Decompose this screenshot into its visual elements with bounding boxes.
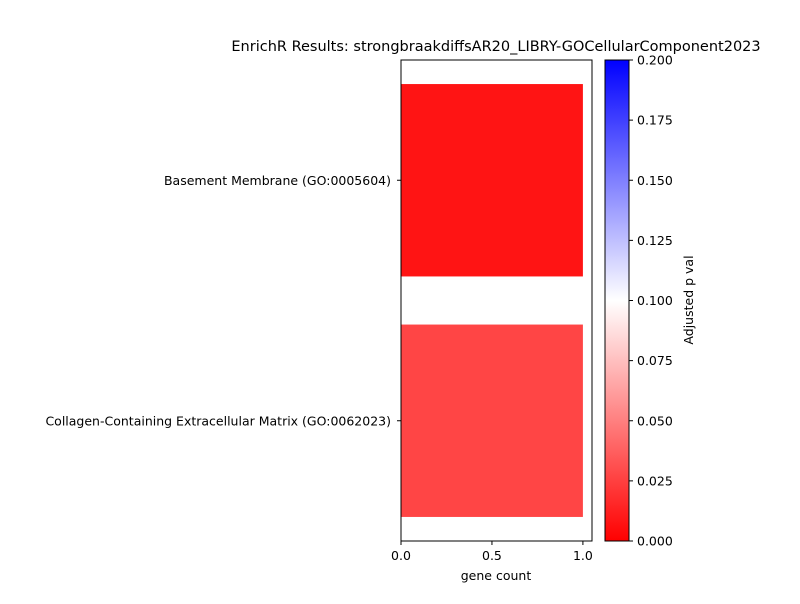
colorbar-label: Adjusted p val [681,255,696,344]
x-tick-label: 0.0 [391,548,411,563]
bar-2 [401,324,583,517]
plot-area-frame [400,59,593,542]
colorbar-tick-label: 0.000 [637,534,673,549]
colorbar-tick-label: 0.150 [637,173,673,188]
x-tick-label: 0.5 [482,548,502,563]
colorbar [604,59,630,542]
colorbar-tick-label: 0.050 [637,413,673,428]
category-label: Collagen-Containing Extracellular Matrix… [45,413,391,428]
colorbar-tick-label: 0.100 [637,293,673,308]
bar-group [401,84,583,517]
colorbar-tick-label: 0.025 [637,473,673,488]
bar-1 [401,84,583,277]
category-labels: Basement Membrane (GO:0005604) Collagen-C… [45,173,401,428]
colorbar-tick-label: 0.200 [637,53,673,68]
colorbar-tick-label: 0.075 [637,353,673,368]
colorbar-tick-label: 0.125 [637,233,673,248]
colorbar-ticks: 0.000 0.025 0.050 0.075 0.100 0.125 0.150 0.175… [629,53,673,549]
x-axis: 0.0 0.5 1.0 [391,541,593,563]
x-tick-label: 1.0 [573,548,593,563]
x-axis-label: gene count [461,568,532,583]
colorbar-tick-label: 0.175 [637,113,673,128]
category-label: Basement Membrane (GO:0005604) [164,173,391,188]
chart-title: EnrichR Results: strongbraakdiffsAR20_LI… [231,39,760,55]
